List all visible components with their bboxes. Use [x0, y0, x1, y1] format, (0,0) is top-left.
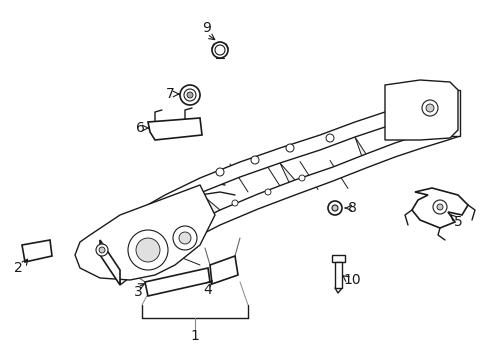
Polygon shape [75, 185, 215, 280]
Circle shape [421, 100, 437, 116]
Circle shape [179, 232, 191, 244]
Circle shape [180, 85, 200, 105]
Circle shape [231, 200, 238, 206]
Polygon shape [22, 240, 52, 262]
Circle shape [264, 189, 270, 195]
Text: 2: 2 [14, 261, 22, 275]
Circle shape [99, 247, 105, 253]
Polygon shape [384, 80, 457, 140]
Text: 1: 1 [190, 329, 199, 343]
Text: 4: 4 [203, 283, 212, 297]
Text: 6: 6 [135, 121, 144, 135]
Text: 3: 3 [133, 285, 142, 299]
Circle shape [136, 238, 160, 262]
Circle shape [170, 125, 180, 135]
Polygon shape [354, 137, 365, 168]
Circle shape [173, 226, 197, 250]
Circle shape [96, 244, 108, 256]
Circle shape [432, 200, 446, 214]
Polygon shape [100, 90, 454, 255]
Polygon shape [145, 268, 209, 296]
Polygon shape [200, 193, 220, 225]
Text: 7: 7 [165, 87, 174, 101]
Circle shape [285, 144, 293, 152]
Text: 8: 8 [347, 201, 356, 215]
Circle shape [327, 201, 341, 215]
Text: 5: 5 [453, 215, 462, 229]
Circle shape [128, 230, 168, 270]
Circle shape [215, 45, 224, 55]
Text: 9: 9 [202, 21, 211, 35]
Circle shape [325, 134, 333, 142]
Polygon shape [454, 105, 459, 136]
Polygon shape [120, 122, 459, 285]
Polygon shape [439, 90, 459, 136]
Polygon shape [331, 255, 345, 262]
Text: 10: 10 [343, 273, 360, 287]
Circle shape [298, 175, 305, 181]
Polygon shape [334, 262, 341, 288]
Circle shape [183, 89, 196, 101]
Circle shape [425, 104, 433, 112]
Circle shape [186, 92, 193, 98]
Polygon shape [411, 188, 467, 228]
Polygon shape [148, 118, 202, 140]
Polygon shape [414, 118, 421, 148]
Polygon shape [280, 163, 294, 195]
Circle shape [331, 205, 337, 211]
Polygon shape [130, 230, 150, 262]
Circle shape [436, 204, 442, 210]
Circle shape [250, 156, 259, 164]
Polygon shape [100, 240, 120, 285]
Circle shape [212, 42, 227, 58]
Polygon shape [209, 256, 238, 284]
Circle shape [216, 168, 224, 176]
